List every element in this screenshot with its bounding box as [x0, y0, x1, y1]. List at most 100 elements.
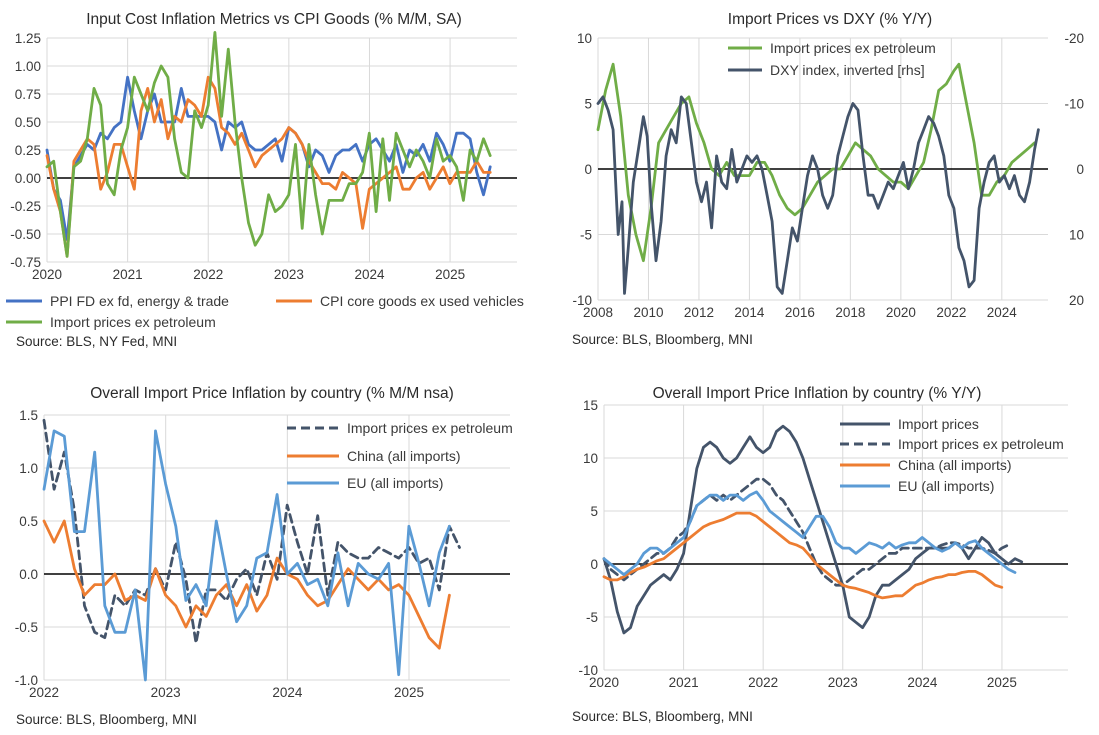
- y-tick-label: 0.25: [15, 143, 41, 158]
- chart-2: Import Prices vs DXY (% Y/Y) 10 5 0 -5 -10 -…: [572, 11, 1084, 347]
- x-tick-label: 2023: [828, 675, 858, 690]
- y-tick-label: 1.0: [19, 461, 38, 476]
- chart-3: Overall Import Price Inflation by countr…: [15, 385, 513, 727]
- x-tick-label: 2024: [354, 267, 385, 282]
- x-tick-label: 2022: [748, 675, 778, 690]
- x-tick-label: 2022: [193, 267, 223, 282]
- y-tick-label: 0: [584, 162, 592, 177]
- chart-3-y-ticks: 1.5 1.0 0.5 0.0 -0.5 -1.0: [15, 408, 38, 688]
- legend-label-eu-yy: EU (all imports): [898, 478, 994, 494]
- legend-label-dxy: DXY index, inverted [rhs]: [770, 62, 925, 78]
- chart-2-y2-ticks: -20 -10 0 10 20: [1064, 31, 1084, 308]
- legend-label-import-ex-pet: Import prices ex petroleum: [770, 40, 936, 56]
- chart-4-series: [602, 424, 1024, 635]
- chart-3-legend: Import prices ex petroleum China (all im…: [287, 420, 513, 491]
- y-tick-label: -5: [586, 610, 598, 625]
- y-tick-label: 0.00: [15, 171, 41, 186]
- y-tick-label: 5: [584, 97, 592, 112]
- series-line-china-all-imports: [602, 511, 1004, 600]
- chart-2-source: Source: BLS, Bloomberg, MNI: [572, 332, 753, 347]
- y-tick-label: -10: [578, 663, 598, 678]
- chart-1-source: Source: BLS, NY Fed, MNI: [16, 334, 177, 349]
- y-tick-label: 0.0: [19, 567, 38, 582]
- series-line-import-prices-ex-petroleum: [596, 62, 1036, 263]
- y-tick-label: 10: [577, 31, 592, 46]
- legend-label-import-ex-pet-yy: Import prices ex petroleum: [898, 436, 1064, 452]
- y-tick-label: 0: [590, 557, 598, 572]
- series-line-import-prices-ex-petroleum: [42, 418, 461, 645]
- x-tick-label: 2024: [272, 685, 303, 700]
- chart-4-title: Overall Import Price Inflation by countr…: [653, 385, 982, 402]
- series-line-eu-all-imports: [602, 490, 1017, 576]
- series-line-eu-all-imports: [42, 429, 451, 682]
- y-tick-label: -0.75: [10, 255, 41, 270]
- legend-label-cpi: CPI core goods ex used vehicles: [320, 293, 524, 309]
- y-tick-label: 1.00: [15, 59, 41, 74]
- y-tick-label: -10: [572, 293, 592, 308]
- x-tick-label: 2020: [32, 267, 62, 282]
- series-line-import-prices-ex-petroleum: [602, 477, 1010, 587]
- legend-label-ppi: PPI FD ex fd, energy & trade: [50, 293, 229, 309]
- y-tick-label: -1.0: [15, 673, 38, 688]
- chart-1-series: [45, 31, 492, 258]
- y-tick-label: 10: [583, 451, 598, 466]
- y-tick-label: -0.50: [10, 227, 41, 242]
- x-tick-label: 2025: [987, 675, 1017, 690]
- y-tick-label: 0.5: [19, 514, 38, 529]
- x-tick-label: 2025: [394, 685, 424, 700]
- chart-2-legend: Import prices ex petroleum DXY index, in…: [728, 40, 936, 78]
- chart-2-title: Import Prices vs DXY (% Y/Y): [728, 11, 932, 28]
- series-line-china-all-imports: [42, 519, 451, 650]
- legend-label-import: Import prices ex petroleum: [50, 314, 216, 330]
- series-line-import-prices-ex-petroleum: [45, 31, 492, 258]
- chart-1-legend: PPI FD ex fd, energy & trade CPI core go…: [6, 293, 524, 330]
- y-tick-label: 1.5: [19, 408, 38, 423]
- chart-4-legend: Import prices Import prices ex petroleum…: [840, 416, 1064, 494]
- chart-3-source: Source: BLS, Bloomberg, MNI: [16, 712, 197, 727]
- x-tick-label: 2010: [633, 305, 663, 320]
- series-line-ppi-fd-ex-fd-energy-trade: [45, 75, 492, 241]
- legend-label-import-ex-pet-mm: Import prices ex petroleum: [347, 420, 513, 436]
- series-line-cpi-core-goods-ex-used-vehicles: [45, 75, 492, 258]
- legend-label-import-yy: Import prices: [898, 416, 979, 432]
- chart-4-x-ticks: 2020 2021 2022 2023 2024 2025: [589, 675, 1017, 690]
- x-tick-label: 2018: [835, 305, 865, 320]
- y2-tick-label: -20: [1064, 31, 1084, 46]
- chart-4: Overall Import Price Inflation by countr…: [572, 385, 1068, 724]
- x-tick-label: 2022: [936, 305, 966, 320]
- chart-3-series: [42, 418, 461, 682]
- x-tick-label: 2024: [987, 305, 1018, 320]
- chart-3-x-ticks: 2022 2023 2024 2025: [29, 685, 424, 700]
- y-tick-label: 0.50: [15, 115, 41, 130]
- y-tick-label: -0.25: [10, 199, 41, 214]
- y2-tick-label: -10: [1064, 97, 1084, 112]
- x-tick-label: 2016: [785, 305, 815, 320]
- series-line-dxy-index-inverted-rhs: [596, 95, 1040, 295]
- x-tick-label: 2024: [907, 675, 938, 690]
- chart-2-series: [596, 62, 1040, 295]
- chart-1-x-ticks: 2020 2021 2022 2023 2024 2025: [32, 267, 465, 282]
- y-tick-label: -5: [580, 228, 592, 243]
- legend-label-eu-mm: EU (all imports): [347, 475, 443, 491]
- x-tick-label: 2023: [151, 685, 181, 700]
- chart-4-source: Source: BLS, Bloomberg, MNI: [572, 709, 753, 724]
- chart-2-x-ticks: 2008 2010 2012 2014 2016 2018 2020 2022 2024: [583, 305, 1017, 320]
- chart-1-title: Input Cost Inflation Metrics vs CPI Good…: [86, 11, 462, 28]
- chart-3-gridlines: [43, 414, 510, 681]
- chart-1: Input Cost Inflation Metrics vs CPI Good…: [6, 11, 524, 349]
- x-tick-label: 2023: [274, 267, 304, 282]
- y-tick-label: 1.25: [15, 31, 41, 46]
- x-tick-label: 2020: [589, 675, 619, 690]
- x-tick-label: 2021: [669, 675, 699, 690]
- legend-label-china-yy: China (all imports): [898, 457, 1012, 473]
- chart-3-title: Overall Import Price Inflation by countr…: [90, 385, 454, 402]
- x-tick-label: 2008: [583, 305, 613, 320]
- x-tick-label: 2020: [886, 305, 916, 320]
- y-tick-label: 5: [590, 504, 598, 519]
- legend-label-china-mm: China (all imports): [347, 448, 461, 464]
- chart-4-y-ticks: 15 10 5 0 -5 -10: [578, 398, 598, 678]
- x-tick-label: 2025: [435, 267, 465, 282]
- y2-tick-label: 0: [1076, 162, 1084, 177]
- y2-tick-label: 10: [1069, 228, 1084, 243]
